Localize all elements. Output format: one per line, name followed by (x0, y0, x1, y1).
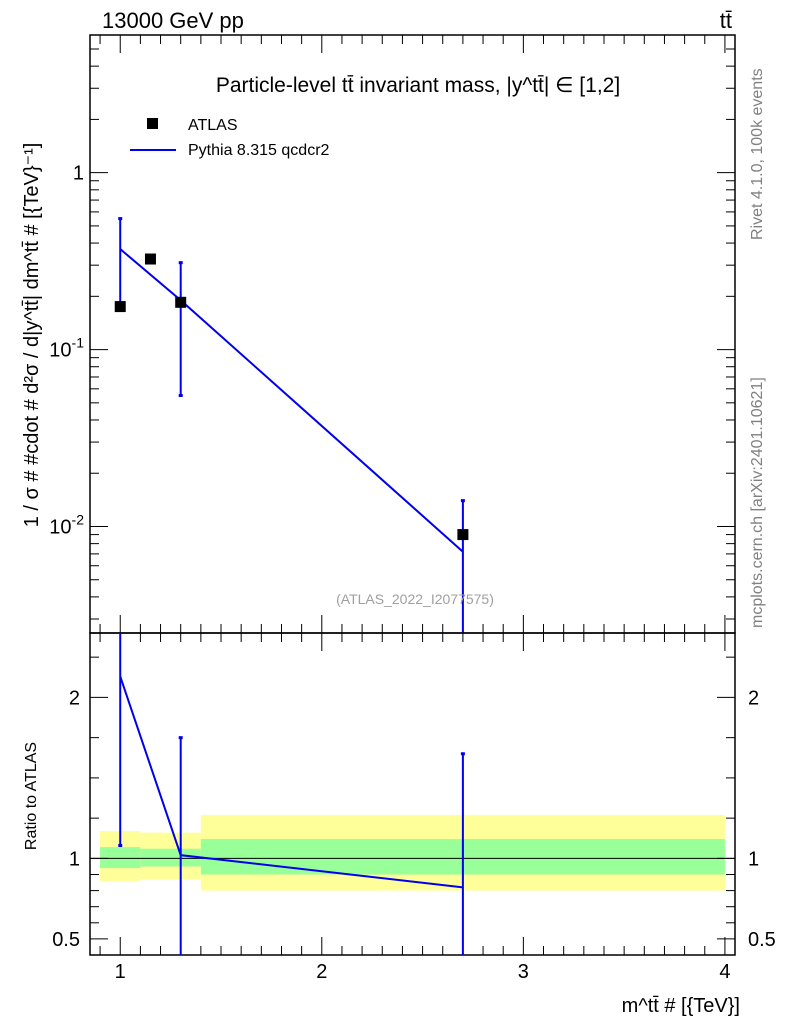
ratio-y-tick-label: 2 (69, 687, 80, 709)
source-label: mcplots.cern.ch [arXiv:2401.10621] (749, 377, 766, 628)
main-y-tick-label: 10-2 (49, 511, 84, 538)
legend-pythia-label: Pythia 8.315 qcdcr2 (188, 142, 330, 159)
main-frame (89, 34, 736, 634)
ratio-pythia-line (119, 676, 464, 889)
main-title: Particle-level tt̄ invariant mass, |y^tt… (216, 74, 620, 97)
ratio-y-tick-label: 0.5 (52, 929, 80, 951)
atlas-data-point (144, 253, 156, 265)
atlas-data-point (175, 296, 187, 308)
ratio-y-tick-label-right: 2 (748, 687, 759, 709)
atlas-data-point (457, 529, 469, 541)
ratio-frame (89, 632, 736, 956)
x-tick-label: 4 (719, 961, 730, 983)
x-tick-label: 1 (115, 961, 126, 983)
ratio-y-tick-label: 1 (69, 848, 80, 870)
main-y-tick-label: 10-1 (49, 335, 84, 362)
rivet-label: Rivet 4.1.0, 100k events (749, 68, 766, 240)
main-y-axis-title: 1 / σ # #cdot # d²σ / d|y^tt̄| dm^tt̄ # … (21, 143, 43, 528)
ratio-panel: 1 2 3 4 0.5 0.5 1 1 2 2 (52, 632, 776, 983)
legend-atlas-marker (147, 118, 158, 129)
pythia-line (119, 248, 464, 553)
header-right: tt̄ (720, 8, 732, 33)
x-tick-label: 3 (518, 961, 529, 983)
atlas-data-point (114, 301, 126, 313)
main-y-tick-label: 1 (73, 163, 84, 185)
header-left: 13000 GeV pp (102, 8, 244, 33)
ratio-y-axis-title: Ratio to ATLAS (23, 742, 40, 850)
ratio-y-tick-label-right: 0.5 (748, 929, 776, 951)
ratio-band-inner-1 (140, 848, 201, 867)
x-axis-title: m^tt̄ # [{TeV}] (622, 995, 740, 1017)
analysis-watermark: (ATLAS_2022_I2077575) (336, 591, 494, 607)
ratio-y-tick-label-right: 1 (748, 848, 759, 870)
x-tick-label: 2 (316, 961, 327, 983)
legend: ATLAS Pythia 8.315 qcdcr2 (130, 117, 330, 159)
legend-atlas-label: ATLAS (188, 117, 238, 134)
ratio-band-inner-0 (100, 847, 141, 869)
